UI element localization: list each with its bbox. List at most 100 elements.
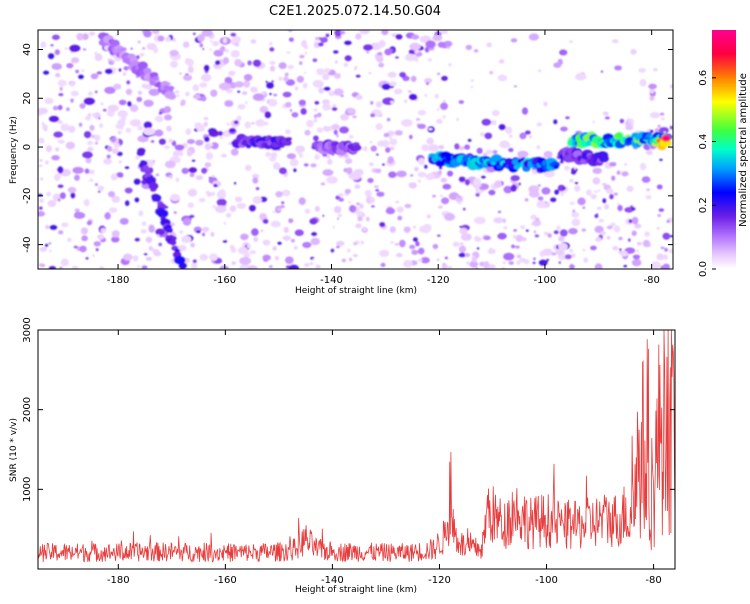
heatmap-blob — [462, 207, 466, 211]
heatmap-blob — [589, 245, 597, 251]
heatmap-blob — [200, 95, 207, 102]
heatmap-blob — [158, 111, 163, 115]
heatmap-blob — [86, 140, 94, 146]
heatmap-blob — [368, 71, 372, 75]
heatmap-blob — [231, 36, 242, 44]
heatmap-blob — [75, 69, 80, 74]
heatmap-blob — [594, 225, 604, 234]
heatmap-blob — [407, 90, 412, 93]
heatmap-blob — [302, 241, 312, 249]
heatmap-blob — [76, 32, 84, 41]
heatmap-blob — [228, 128, 236, 133]
heatmap-blob — [241, 91, 248, 96]
heatmap-blob — [593, 190, 598, 193]
heatmap-blob — [85, 115, 91, 121]
x-tick-label: -120 — [428, 575, 451, 586]
heatmap-blob — [51, 34, 61, 41]
heatmap-blob — [67, 186, 77, 193]
heatmap-blob — [221, 153, 227, 158]
heatmap-blob — [397, 215, 403, 221]
heatmap-blob — [628, 219, 633, 224]
heatmap-blob — [236, 115, 242, 121]
heatmap-blob — [78, 122, 83, 127]
heatmap-blob — [320, 36, 329, 44]
heatmap-blob — [386, 117, 391, 122]
heatmap-blob — [444, 256, 449, 260]
heatmap-blob — [642, 239, 651, 248]
heatmap-blob — [268, 265, 273, 268]
heatmap-blob — [260, 229, 264, 232]
heatmap-blob — [212, 40, 220, 47]
heatmap-blob — [118, 160, 123, 164]
heatmap-blob — [340, 113, 349, 121]
heatmap-blob — [38, 210, 46, 217]
heatmap-blob — [355, 74, 361, 78]
heatmap-blob — [630, 49, 637, 55]
heatmap-blob — [536, 122, 543, 127]
heatmap-blob — [39, 159, 43, 162]
heatmap-blob — [399, 71, 407, 78]
heatmap-blob — [150, 139, 155, 144]
heatmap-blob — [49, 224, 58, 231]
heatmap-feature-band_3 — [496, 164, 503, 169]
heatmap-blob — [537, 196, 544, 201]
heatmap-blob — [401, 119, 413, 127]
heatmap-blob — [337, 213, 342, 218]
heatmap-blob — [619, 118, 625, 124]
heatmap-blob — [51, 154, 60, 161]
heatmap-blob — [119, 217, 129, 225]
heatmap-blob — [396, 170, 407, 178]
heatmap-blob — [292, 168, 297, 173]
heatmap-blob — [234, 196, 243, 203]
heatmap-blob — [188, 166, 198, 174]
heatmap-blob — [549, 197, 557, 203]
heatmap-blob — [480, 132, 485, 137]
heatmap-blob — [475, 192, 481, 197]
heatmap-blob — [129, 104, 139, 113]
heatmap-blob — [44, 243, 49, 248]
heatmap-blob — [98, 117, 101, 120]
heatmap-blob — [455, 195, 464, 204]
heatmap-blob — [592, 120, 596, 124]
heatmap-blob — [237, 103, 246, 110]
heatmap-blob — [175, 177, 180, 183]
heatmap-blob — [310, 231, 318, 237]
heatmap-blob — [81, 235, 89, 242]
heatmap-blob — [439, 194, 443, 198]
heatmap-blob — [458, 245, 467, 253]
heatmap-blob — [154, 129, 164, 137]
heatmap-blob — [568, 40, 574, 44]
heatmap-blob — [631, 230, 637, 237]
heatmap-blob — [592, 177, 601, 185]
heatmap-blob — [185, 128, 192, 136]
x-tick-label: -180 — [107, 275, 130, 286]
heatmap-blob — [524, 130, 531, 135]
heatmap-blob — [195, 175, 204, 181]
heatmap-blob — [83, 97, 96, 106]
heatmap-blob — [417, 171, 427, 178]
heatmap-blob — [569, 248, 573, 253]
heatmap-feature-line_2 — [143, 67, 152, 75]
heatmap-blob — [278, 62, 287, 70]
heatmap-blob — [182, 41, 190, 49]
heatmap-blob — [467, 138, 472, 143]
heatmap-blob — [375, 188, 380, 192]
heatmap-blob — [387, 71, 397, 78]
heatmap-blob — [440, 177, 448, 183]
heatmap-blob — [286, 51, 291, 54]
heatmap-blob — [532, 219, 542, 227]
x-tick-label: -80 — [643, 275, 659, 286]
heatmap-blob — [541, 248, 553, 256]
heatmap-blob — [217, 130, 223, 136]
heatmap-blob — [192, 259, 197, 264]
heatmap-blob — [42, 70, 50, 76]
heatmap-blob — [503, 226, 508, 230]
heatmap-blob — [275, 190, 283, 198]
heatmap-blob — [552, 119, 558, 125]
heatmap-blob — [414, 50, 419, 54]
heatmap-blob — [45, 145, 53, 153]
heatmap-blob — [107, 191, 116, 198]
heatmap-blob — [596, 206, 602, 211]
heatmap-blob — [313, 114, 318, 119]
heatmap-blob — [379, 249, 390, 258]
